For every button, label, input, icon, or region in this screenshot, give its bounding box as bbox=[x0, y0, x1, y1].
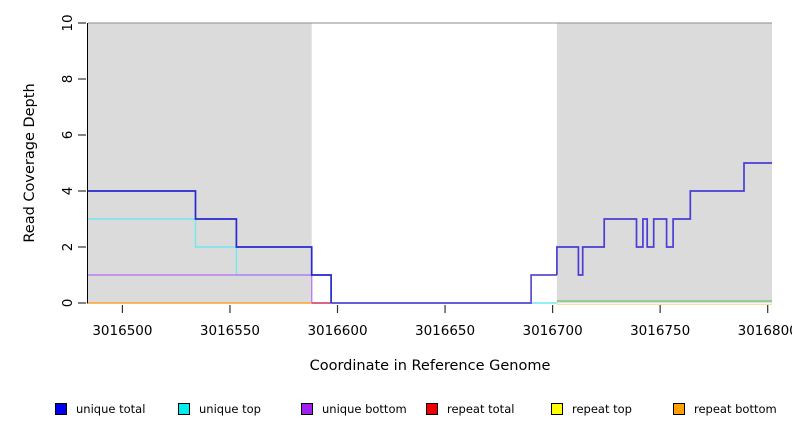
x-tick-label: 3016500 bbox=[92, 323, 152, 339]
x-tick-label: 3016550 bbox=[200, 323, 260, 339]
x-tick-label: 3016800 bbox=[738, 323, 792, 339]
legend-item-repeat-top: repeat top bbox=[551, 400, 632, 418]
shaded-region-1 bbox=[556, 23, 772, 303]
legend-swatch-icon bbox=[178, 403, 190, 415]
legend-swatch-icon bbox=[301, 403, 313, 415]
y-tick-label: 0 bbox=[60, 299, 76, 308]
legend-label: unique total bbox=[76, 402, 146, 416]
y-tick-label: 4 bbox=[60, 187, 76, 196]
x-tick-label: 3016650 bbox=[415, 323, 475, 339]
legend-item-repeat-total: repeat total bbox=[426, 400, 514, 418]
y-tick-label: 10 bbox=[60, 14, 76, 31]
series-unique-total-left- bbox=[88, 190, 332, 303]
legend-swatch-icon bbox=[673, 403, 685, 415]
x-tick-label: 3016700 bbox=[523, 323, 583, 339]
series-unique-total-middle- bbox=[331, 274, 557, 304]
legend-item-repeat-bottom: repeat bottom bbox=[673, 400, 777, 418]
legend-label: unique bottom bbox=[322, 402, 407, 416]
x-tick-label: 3016600 bbox=[307, 323, 367, 339]
y-tick-label: 2 bbox=[60, 243, 76, 252]
legend: unique total unique top unique bottom repea… bbox=[0, 400, 792, 422]
legend-label: unique top bbox=[199, 402, 261, 416]
y-axis-title: Read Coverage Depth bbox=[22, 83, 38, 243]
legend-label: repeat total bbox=[447, 402, 515, 416]
y-tick-label: 6 bbox=[60, 131, 76, 140]
legend-item-unique-top: unique top bbox=[178, 400, 261, 418]
legend-item-unique-bottom: unique bottom bbox=[301, 400, 407, 418]
legend-item-unique-total: unique total bbox=[55, 400, 145, 418]
y-tick-label: 8 bbox=[60, 75, 76, 84]
legend-swatch-icon bbox=[551, 403, 563, 415]
shaded-region-0 bbox=[88, 23, 312, 303]
series-unique-total-right- bbox=[556, 162, 772, 276]
legend-swatch-icon bbox=[426, 403, 438, 415]
legend-label: repeat bottom bbox=[694, 402, 777, 416]
x-axis-title: Coordinate in Reference Genome bbox=[309, 358, 551, 374]
legend-label: repeat top bbox=[572, 402, 632, 416]
legend-swatch-icon bbox=[55, 403, 67, 415]
x-tick-label: 3016750 bbox=[630, 323, 690, 339]
